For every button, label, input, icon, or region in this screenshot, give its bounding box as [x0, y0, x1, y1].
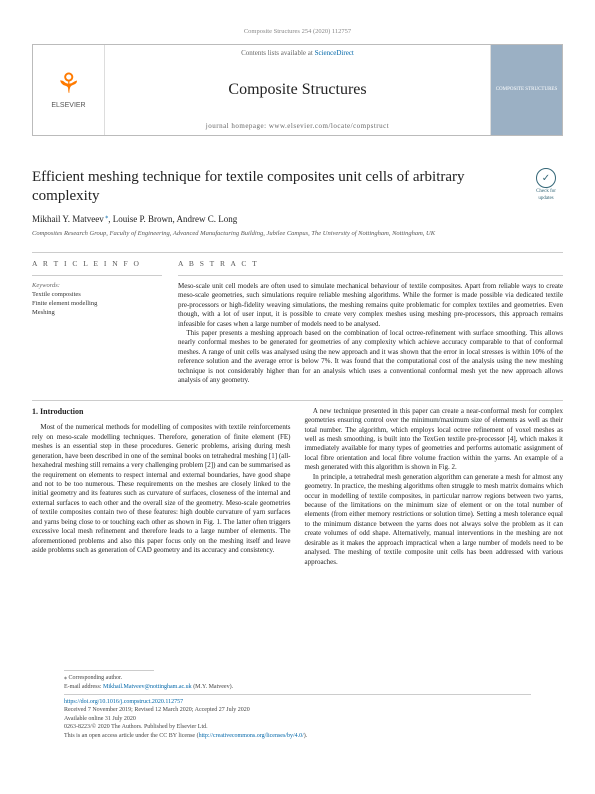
publisher-name: ELSEVIER — [51, 101, 85, 110]
body-left: 1. Introduction Most of the numerical me… — [32, 407, 291, 567]
rule — [64, 670, 154, 671]
abstract-p1: Meso-scale unit cell models are often us… — [178, 282, 563, 329]
abstract: A B S T R A C T Meso-scale unit cell mod… — [178, 259, 563, 386]
footer: ⁎ Corresponding author. E-mail address: … — [64, 667, 531, 740]
abstract-head: A B S T R A C T — [178, 259, 563, 269]
journal-header: ⚘ ELSEVIER Contents lists available at S… — [32, 44, 563, 136]
email-label: E-mail address: — [64, 684, 103, 690]
journal-homepage: journal homepage: www.elsevier.com/locat… — [105, 122, 490, 131]
rule — [32, 275, 162, 276]
body-right: A new technique presented in this paper … — [305, 407, 564, 567]
info-head: A R T I C L E I N F O — [32, 259, 162, 269]
contents-line: Contents lists available at ScienceDirec… — [105, 49, 490, 58]
contents-prefix: Contents lists available at — [241, 49, 315, 57]
citation-bar: Composite Structures 254 (2020) 112757 — [32, 28, 563, 36]
badge-text: Check for updates — [536, 189, 556, 201]
body-para: In principle, a tetrahedral mesh generat… — [305, 473, 564, 567]
sciencedirect-link[interactable]: ScienceDirect — [315, 49, 354, 57]
rule — [32, 400, 563, 401]
keyword: Meshing — [32, 308, 162, 317]
keyword: Finite element modelling — [32, 299, 162, 308]
header-center: Contents lists available at ScienceDirec… — [105, 45, 490, 135]
article-title: Efficient meshing technique for textile … — [32, 168, 529, 206]
email-suffix: (M.Y. Matveev). — [192, 684, 233, 690]
doi-link[interactable]: https://doi.org/10.1016/j.compstruct.202… — [64, 699, 183, 705]
check-icon: ✓ — [536, 168, 556, 188]
email-line: E-mail address: Mikhail.Matveev@nottingh… — [64, 683, 531, 691]
article-info: A R T I C L E I N F O Keywords: Textile … — [32, 259, 162, 386]
rule — [178, 275, 563, 276]
authors: Mikhail Y. Matveev ⁎, Louise P. Brown, A… — [32, 214, 563, 226]
copyright: 0263-8223/© 2020 The Authors. Published … — [64, 723, 531, 731]
cover-text: COMPOSITE STRUCTURES — [496, 87, 558, 94]
keyword: Textile composites — [32, 290, 162, 299]
dates: Received 7 November 2019; Revised 12 Mar… — [64, 706, 531, 714]
license-post: ). — [304, 733, 308, 739]
license-link[interactable]: http://creativecommons.org/licenses/by/4… — [199, 733, 304, 739]
rule — [64, 694, 531, 695]
online-date: Available online 31 July 2020 — [64, 715, 531, 723]
body-columns: 1. Introduction Most of the numerical me… — [32, 407, 563, 567]
body-para: Most of the numerical methods for modell… — [32, 423, 291, 555]
authors-rest: , Louise P. Brown, Andrew C. Long — [108, 214, 237, 224]
section-heading: 1. Introduction — [32, 407, 291, 418]
journal-cover: COMPOSITE STRUCTURES — [490, 45, 562, 135]
updates-badge[interactable]: ✓ Check for updates — [529, 168, 563, 202]
elsevier-tree-icon: ⚘ — [56, 71, 81, 99]
license-pre: This is an open access article under the… — [64, 733, 199, 739]
keywords-label: Keywords: — [32, 282, 162, 290]
body-para: A new technique presented in this paper … — [305, 407, 564, 473]
license: This is an open access article under the… — [64, 732, 531, 740]
author-1: Mikhail Y. Matveev — [32, 214, 104, 224]
publisher-logo: ⚘ ELSEVIER — [33, 45, 105, 135]
journal-title: Composite Structures — [105, 80, 490, 101]
corresponding: ⁎ Corresponding author. — [64, 674, 531, 682]
affiliation: Composites Research Group, Faculty of En… — [32, 230, 563, 238]
rule — [32, 252, 563, 253]
doi: https://doi.org/10.1016/j.compstruct.202… — [64, 698, 531, 706]
abstract-p2: This paper presents a meshing approach b… — [178, 329, 563, 386]
email-link[interactable]: Mikhail.Matveev@nottingham.ac.uk — [103, 684, 192, 690]
